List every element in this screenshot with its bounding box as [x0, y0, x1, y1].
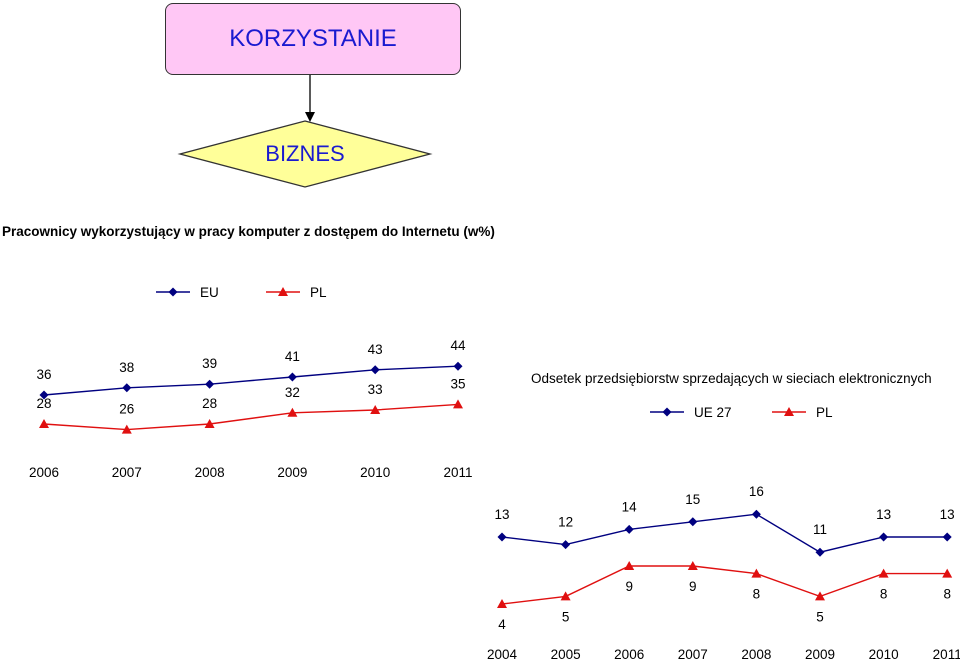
legend-label: PL	[816, 405, 833, 420]
pl-point	[624, 561, 635, 570]
data-label: 41	[285, 349, 300, 364]
x-tick-label: 2006	[29, 465, 59, 480]
eu-point	[624, 524, 634, 534]
x-tick-label: 2006	[614, 647, 644, 660]
series-line-0	[501, 513, 948, 553]
x-tick-label: 2007	[112, 465, 142, 480]
eu-point	[287, 372, 297, 382]
data-label: 38	[119, 360, 134, 375]
korzystanie-label: KORZYSTANIE	[229, 25, 397, 52]
eu-point	[497, 532, 507, 542]
data-label: 8	[753, 587, 761, 602]
data-label: 35	[450, 376, 465, 391]
pl-point	[204, 419, 215, 428]
data-label: 16	[749, 484, 764, 499]
eu-point	[453, 361, 463, 371]
pl-point	[287, 407, 298, 417]
data-label: 15	[685, 492, 700, 507]
data-label: 5	[562, 609, 570, 624]
chart-2-title: Odsetek przedsiębiorstw sprzedających w …	[531, 371, 932, 386]
eu-point	[942, 532, 952, 542]
x-tick-label: 2010	[869, 647, 899, 660]
x-tick-label: 2011	[443, 465, 472, 480]
pl-point	[815, 591, 825, 601]
eu-point	[122, 383, 132, 393]
data-label: 32	[285, 385, 300, 400]
chart-1-title: Pracownicy wykorzystujący w pracy komput…	[2, 224, 495, 239]
data-label: 12	[558, 515, 573, 530]
data-label: 39	[202, 356, 217, 371]
data-label: 9	[625, 579, 633, 594]
data-label: 5	[816, 609, 824, 624]
data-label: 44	[450, 338, 466, 353]
data-label: 8	[943, 587, 951, 602]
biznes-label: BIZNES	[265, 141, 345, 166]
legend-marker	[168, 287, 178, 297]
pl-point	[121, 424, 132, 434]
data-label: 26	[119, 402, 134, 417]
pl-point	[39, 419, 49, 428]
decision-diamond	[177, 120, 433, 188]
data-label: 11	[813, 522, 827, 537]
data-label: 9	[689, 579, 697, 594]
data-label: 4	[498, 617, 506, 632]
data-label: 28	[202, 396, 217, 411]
pl-point	[751, 568, 762, 578]
eu-point	[879, 532, 889, 542]
legend-label: UE 27	[694, 405, 732, 420]
series-line-0	[43, 365, 459, 396]
data-label: 28	[36, 396, 51, 411]
series-line-1	[43, 403, 459, 431]
pl-point	[687, 561, 698, 570]
pl-point	[497, 599, 507, 608]
pl-point	[942, 568, 953, 578]
chart-2: 13 12 14 15 16 11 13 13 4 5 9 9 8 5 8 8 2004 2005 2006 2007…	[487, 405, 960, 660]
pl-point	[560, 591, 571, 601]
data-label: 13	[940, 507, 955, 522]
legend-label: EU	[200, 285, 219, 300]
eu-point	[751, 509, 761, 519]
data-label: 33	[368, 382, 383, 397]
data-label: 36	[36, 367, 51, 382]
eu-point	[39, 390, 49, 400]
flow-arrow-head	[305, 112, 315, 122]
eu-point	[205, 379, 215, 389]
legend-label: PL	[310, 285, 327, 300]
series-line-1	[501, 565, 948, 605]
chart-1: 36 38 39 41 43 44 28 26 28 32 33 35 2006 2007 2008 2009…	[29, 285, 473, 480]
pl-point	[878, 568, 889, 578]
biznes-label-wrap: BIZNES	[180, 121, 430, 187]
x-tick-label: 2005	[551, 647, 581, 660]
pl-point	[453, 399, 463, 409]
eu-point	[688, 517, 698, 527]
data-label: 13	[876, 507, 891, 522]
legend-marker	[784, 407, 794, 416]
data-label: 13	[494, 507, 509, 522]
eu-point	[815, 547, 825, 557]
korzystanie-box: KORZYSTANIE	[165, 3, 461, 75]
x-tick-label: 2010	[360, 465, 390, 480]
eu-point	[561, 540, 571, 550]
data-label: 8	[880, 587, 888, 602]
eu-point	[370, 365, 380, 375]
data-label: 43	[368, 342, 383, 357]
legend-marker	[662, 407, 672, 417]
legend-marker	[278, 287, 288, 296]
pl-point	[370, 405, 381, 414]
x-tick-label: 2008	[741, 647, 771, 660]
x-tick-label: 2009	[805, 647, 835, 660]
x-tick-label: 2007	[678, 647, 708, 660]
data-label: 14	[622, 499, 638, 514]
x-tick-label: 2008	[195, 465, 225, 480]
x-tick-label: 2009	[277, 465, 307, 480]
x-tick-label: 2004	[487, 647, 518, 660]
x-tick-label: 2011	[933, 647, 960, 660]
